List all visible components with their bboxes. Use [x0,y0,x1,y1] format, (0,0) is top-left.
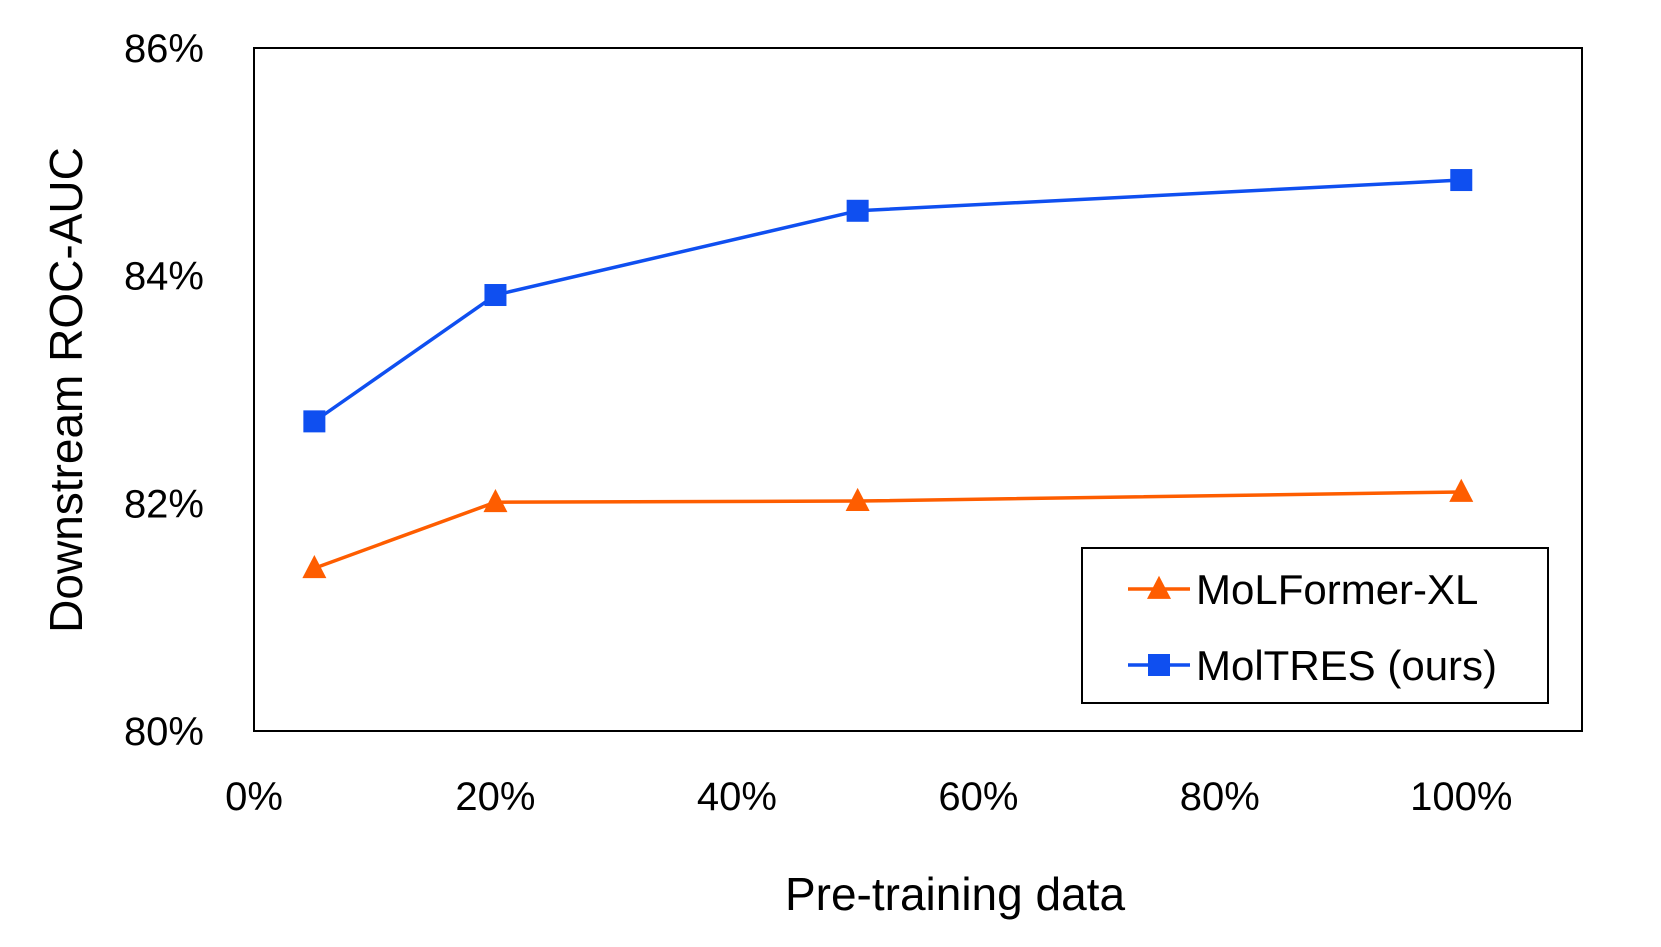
data-point [303,410,326,433]
data-point [1450,169,1473,192]
x-tick-label: 0% [225,775,283,819]
y-axis-title: Downstream ROC-AUC [40,147,92,633]
x-tick-label: 40% [697,775,777,819]
data-point [484,284,507,307]
legend-label: MolTRES (ours) [1196,642,1497,689]
series-group [302,478,1474,579]
data-point [1449,478,1474,502]
x-tick-label: 100% [1410,775,1512,819]
y-tick-label: 80% [124,710,204,754]
legend-item: MolTRES (ours) [1128,642,1497,689]
y-tick-label: 86% [124,27,204,71]
series-group [303,169,1473,433]
legend-marker [1147,575,1171,599]
data-point [845,487,870,511]
legend: MoLFormer-XL MolTRES (ours) [1081,547,1549,704]
y-tick-label: 84% [124,255,204,299]
x-tick-label: 20% [455,775,535,819]
series-line [313,178,1462,423]
legend-items: MoLFormer-XL MolTRES (ours) [1128,566,1497,689]
legend-box [1081,547,1549,704]
x-tick-label: 80% [1180,775,1260,819]
legend-marker [1148,654,1170,676]
y-axis-ticks: 80% 82% 84% 86% [124,27,204,754]
x-tick-label: 60% [938,775,1018,819]
x-axis-ticks: 0% 20% 40% 60% 80% 100% [225,775,1512,819]
series-line [313,490,1462,570]
data-point [846,199,869,222]
series-layer [302,169,1474,579]
data-point [483,488,508,513]
y-tick-label: 82% [124,482,204,526]
legend-item: MoLFormer-XL [1128,566,1478,613]
data-point [302,555,327,579]
x-axis-title: Pre-training data [785,868,1125,920]
legend-label: MoLFormer-XL [1196,566,1478,613]
